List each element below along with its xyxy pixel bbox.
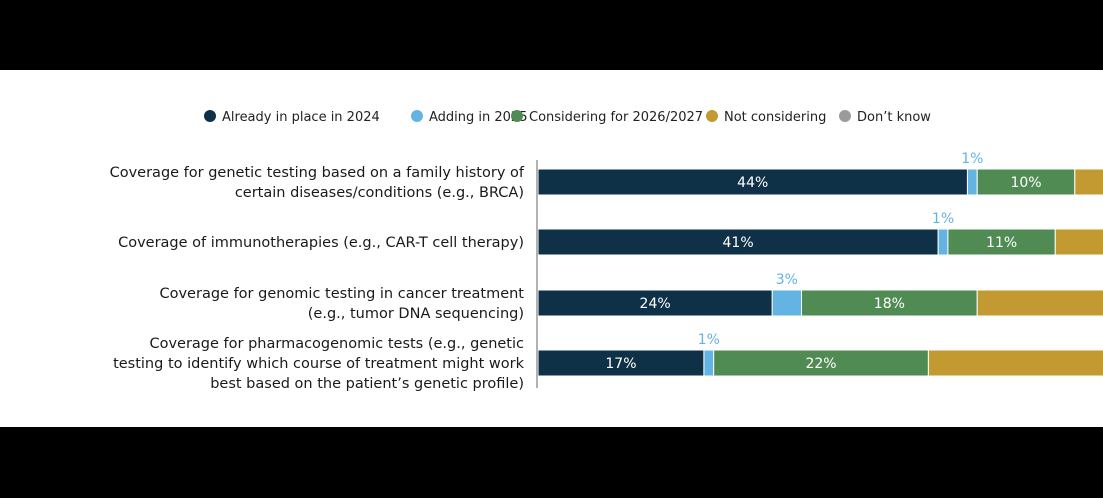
bar-segment-already-in-place-in-2024-row-3	[537, 289, 773, 317]
bar-segment-already-in-place-in-2024-row-2	[537, 228, 939, 256]
legend-label-already-in-place-in-2024: Already in place in 2024	[222, 110, 380, 125]
data-label-considering-for-2026-2027-row-4: 22%	[805, 356, 836, 372]
bar-segment-considering-for-2026-2027-row-3	[801, 289, 978, 317]
data-label-adding-in-2025-row-1: 1%	[961, 151, 983, 167]
data-label-considering-for-2026-2027-row-2: 11%	[986, 235, 1017, 251]
bar-segment-adding-in-2025-row-2	[937, 228, 949, 256]
bar-segment-adding-in-2025-row-4	[703, 349, 715, 377]
category-label-4-line-2: testing to identify which course of trea…	[113, 356, 525, 372]
bar-segment-adding-in-2025-row-1	[966, 168, 978, 196]
category-label-1-line-2: certain diseases/conditions (e.g., BRCA)	[235, 185, 524, 201]
data-label-already-in-place-in-2024-row-4: 17%	[605, 356, 636, 372]
legend-swatch-considering-for-2026-2027	[511, 110, 523, 122]
bar-segment-already-in-place-in-2024-row-4	[537, 349, 705, 377]
bar-segment-considering-for-2026-2027-row-4	[713, 349, 929, 377]
bar-segment-already-in-place-in-2024-row-1	[537, 168, 968, 196]
legend-swatch-not-considering	[706, 110, 718, 122]
legend-swatch-adding-in-2025	[411, 110, 423, 122]
legend-swatch-already-in-place-in-2024	[204, 110, 216, 122]
legend-label-don-t-know: Don’t know	[857, 110, 931, 125]
category-label-3-line-2: (e.g., tumor DNA sequencing)	[308, 306, 524, 322]
data-label-considering-for-2026-2027-row-3: 18%	[874, 296, 905, 312]
data-label-already-in-place-in-2024-row-1: 44%	[737, 175, 768, 191]
category-label-4-line-3: best based on the patient’s genetic prof…	[210, 376, 524, 392]
category-label-3-line-1: Coverage for genomic testing in cancer t…	[159, 286, 524, 302]
data-label-already-in-place-in-2024-row-2: 41%	[723, 235, 754, 251]
data-label-adding-in-2025-row-3: 3%	[776, 272, 798, 288]
bar-segment-adding-in-2025-row-3	[771, 289, 803, 317]
bar-segment-not-considering-row-4	[927, 349, 1103, 377]
data-label-already-in-place-in-2024-row-3: 24%	[640, 296, 671, 312]
legend-swatch-don-t-know	[839, 110, 851, 122]
bar-segment-considering-for-2026-2027-row-2	[947, 228, 1056, 256]
data-label-adding-in-2025-row-2: 1%	[932, 211, 954, 227]
category-label-2-line-1: Coverage of immunotherapies (e.g., CAR-T…	[118, 235, 524, 251]
bar-segment-not-considering-row-1	[1074, 168, 1103, 196]
category-label-1-line-1: Coverage for genetic testing based on a …	[110, 165, 525, 181]
data-label-adding-in-2025-row-4: 1%	[698, 332, 720, 348]
legend-label-not-considering: Not considering	[724, 110, 826, 125]
bar-segment-not-considering-row-2	[1054, 228, 1103, 256]
bar-segment-not-considering-row-3	[976, 289, 1103, 317]
category-label-4-line-1: Coverage for pharmacogenomic tests (e.g.…	[149, 336, 524, 352]
legend-label-considering-for-2026-2027: Considering for 2026/2027	[529, 110, 703, 125]
legend-label-adding-in-2025: Adding in 2025	[429, 110, 527, 125]
data-label-considering-for-2026-2027-row-1: 10%	[1010, 175, 1041, 191]
